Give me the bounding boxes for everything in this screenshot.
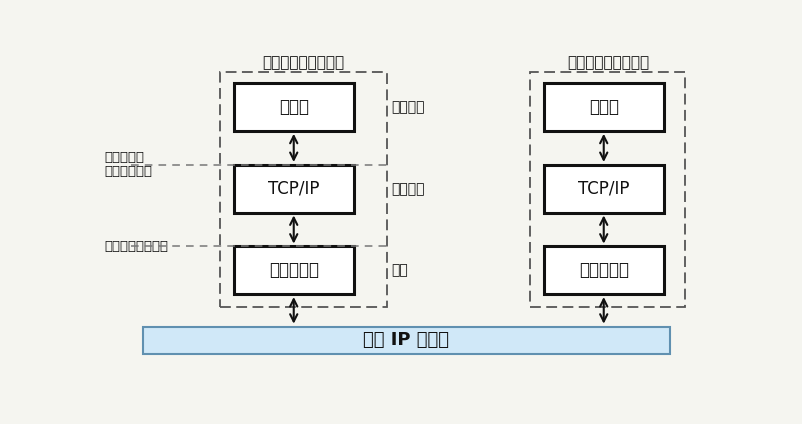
Bar (233, 165, 354, 212)
Bar (233, 246, 354, 294)
Bar (143, 326, 669, 354)
Text: TCP/IP: TCP/IP (577, 180, 629, 198)
Text: 硬件: 硬件 (391, 263, 408, 277)
Text: 网络适配器: 网络适配器 (578, 261, 628, 279)
Bar (543, 246, 663, 294)
Bar (233, 83, 354, 131)
Text: TCP/IP: TCP/IP (268, 180, 319, 198)
Text: 客户端: 客户端 (278, 98, 308, 116)
Text: 内核代码: 内核代码 (391, 182, 425, 196)
Text: 全球 IP 因特网: 全球 IP 因特网 (363, 332, 449, 349)
Text: 服务器: 服务器 (588, 98, 618, 116)
Bar (530, 73, 685, 307)
Text: 互联网络客户端主机: 互联网络客户端主机 (262, 55, 344, 70)
Bar (543, 83, 663, 131)
Text: 套接字接口: 套接字接口 (104, 151, 144, 165)
Bar (221, 73, 387, 307)
Text: （系统调用）: （系统调用） (104, 165, 152, 178)
Text: 用户代码: 用户代码 (391, 100, 425, 114)
Text: 互联网络服务器主机: 互联网络服务器主机 (566, 55, 648, 70)
Bar (543, 165, 663, 212)
Text: 硬件接口（中断）: 硬件接口（中断） (104, 240, 168, 253)
Text: 网络适配器: 网络适配器 (269, 261, 318, 279)
